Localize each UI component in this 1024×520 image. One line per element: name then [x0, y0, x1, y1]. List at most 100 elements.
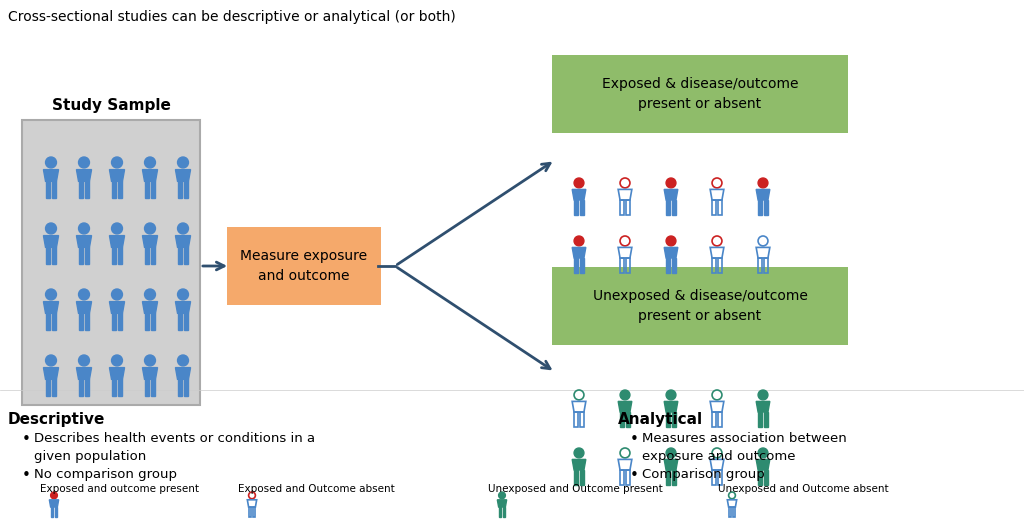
Polygon shape [177, 181, 182, 198]
Polygon shape [112, 314, 116, 330]
Polygon shape [52, 248, 56, 264]
Polygon shape [118, 314, 123, 330]
Polygon shape [43, 236, 58, 248]
Polygon shape [151, 314, 156, 330]
Polygon shape [184, 181, 188, 198]
Polygon shape [43, 368, 58, 380]
Polygon shape [580, 258, 584, 273]
Text: Comparison group: Comparison group [642, 468, 765, 481]
Polygon shape [118, 248, 123, 264]
Polygon shape [112, 248, 116, 264]
Text: Describes health events or conditions in a
given population: Describes health events or conditions in… [34, 432, 315, 463]
Polygon shape [672, 470, 676, 485]
Circle shape [177, 289, 188, 300]
Polygon shape [756, 189, 770, 200]
Polygon shape [175, 368, 190, 380]
Polygon shape [142, 236, 158, 248]
Polygon shape [618, 401, 632, 412]
Polygon shape [665, 189, 678, 200]
Polygon shape [666, 258, 671, 273]
Polygon shape [177, 248, 182, 264]
Polygon shape [621, 412, 625, 427]
Polygon shape [85, 181, 89, 198]
Circle shape [177, 223, 188, 234]
Circle shape [574, 236, 584, 246]
Polygon shape [77, 368, 91, 380]
Polygon shape [498, 500, 507, 507]
Circle shape [112, 289, 123, 300]
Polygon shape [144, 314, 150, 330]
Text: Exposed and Outcome absent: Exposed and Outcome absent [238, 484, 394, 494]
Polygon shape [572, 248, 586, 258]
Polygon shape [144, 248, 150, 264]
Polygon shape [177, 380, 182, 396]
Polygon shape [79, 181, 83, 198]
Polygon shape [85, 380, 89, 396]
FancyBboxPatch shape [22, 120, 200, 405]
Text: Cross-sectional studies can be descriptive or analytical (or both): Cross-sectional studies can be descripti… [8, 10, 456, 24]
Polygon shape [79, 380, 83, 396]
Circle shape [112, 223, 123, 234]
Polygon shape [572, 189, 586, 200]
Polygon shape [580, 470, 584, 485]
Polygon shape [184, 248, 188, 264]
Text: Exposed & disease/outcome
present or absent: Exposed & disease/outcome present or abs… [602, 77, 799, 111]
Circle shape [144, 355, 156, 366]
Polygon shape [79, 314, 83, 330]
Circle shape [112, 157, 123, 168]
Text: •: • [630, 468, 639, 483]
Polygon shape [666, 412, 671, 427]
Circle shape [79, 289, 89, 300]
Text: Unexposed & disease/outcome
present or absent: Unexposed & disease/outcome present or a… [593, 289, 808, 323]
Circle shape [666, 178, 676, 188]
Circle shape [45, 157, 56, 168]
Polygon shape [574, 470, 579, 485]
Polygon shape [142, 368, 158, 380]
FancyBboxPatch shape [552, 267, 848, 345]
Polygon shape [112, 181, 116, 198]
Polygon shape [184, 380, 188, 396]
Polygon shape [756, 459, 770, 470]
Polygon shape [175, 170, 190, 181]
Text: Measures association between
exposure and outcome: Measures association between exposure an… [642, 432, 847, 463]
Text: Descriptive: Descriptive [8, 412, 105, 427]
Text: Unexposed and Outcome absent: Unexposed and Outcome absent [718, 484, 889, 494]
FancyBboxPatch shape [552, 55, 848, 133]
Text: •: • [22, 432, 31, 447]
Polygon shape [79, 248, 83, 264]
Circle shape [666, 448, 676, 458]
Polygon shape [49, 500, 58, 507]
Polygon shape [45, 314, 50, 330]
Circle shape [144, 157, 156, 168]
Polygon shape [764, 470, 768, 485]
Circle shape [112, 355, 123, 366]
Polygon shape [142, 170, 158, 181]
Polygon shape [144, 380, 150, 396]
Polygon shape [580, 200, 584, 215]
Polygon shape [142, 302, 158, 314]
Circle shape [50, 492, 57, 499]
Polygon shape [574, 200, 579, 215]
Polygon shape [672, 200, 676, 215]
Circle shape [758, 448, 768, 458]
FancyBboxPatch shape [227, 227, 381, 305]
Circle shape [666, 236, 676, 246]
Polygon shape [118, 380, 123, 396]
Polygon shape [45, 181, 50, 198]
Circle shape [574, 178, 584, 188]
Polygon shape [756, 401, 770, 412]
Polygon shape [43, 302, 58, 314]
Circle shape [79, 157, 89, 168]
Polygon shape [672, 412, 676, 427]
Polygon shape [758, 200, 762, 215]
Polygon shape [110, 368, 125, 380]
Polygon shape [52, 181, 56, 198]
Circle shape [144, 223, 156, 234]
Polygon shape [43, 170, 58, 181]
Circle shape [79, 355, 89, 366]
Polygon shape [672, 258, 676, 273]
Polygon shape [665, 248, 678, 258]
Polygon shape [572, 459, 586, 470]
Circle shape [79, 223, 89, 234]
Circle shape [574, 448, 584, 458]
